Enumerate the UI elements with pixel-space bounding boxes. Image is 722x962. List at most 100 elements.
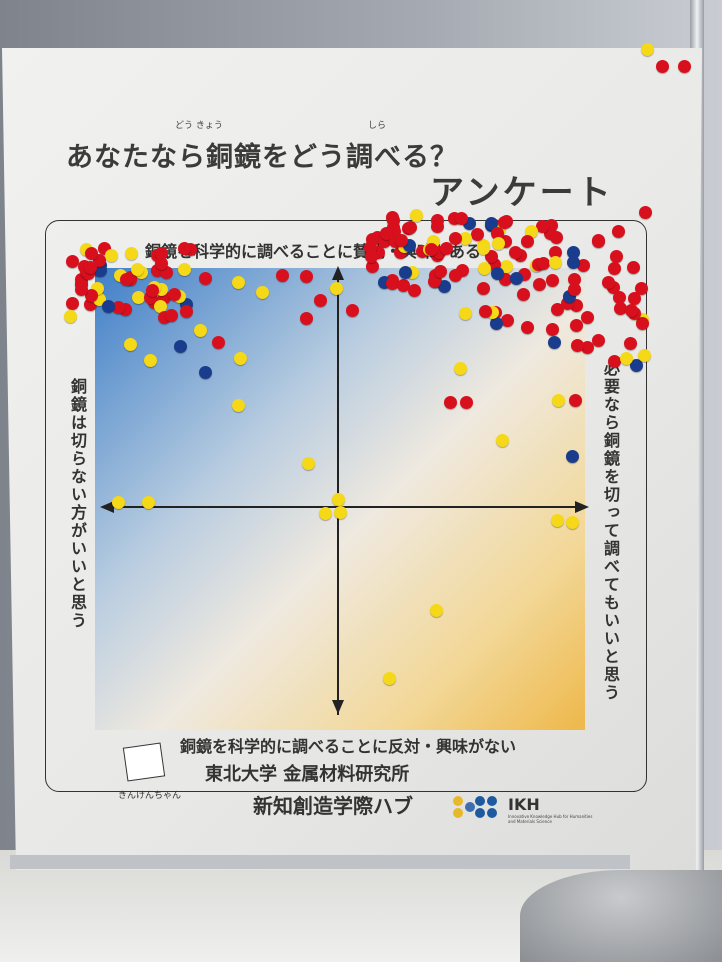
sticker-dot <box>66 254 80 268</box>
mascot-name: きんけんちゃん <box>118 791 182 801</box>
institution-line1: 東北大学 金属材料研究所 <box>205 764 410 785</box>
arrow-down-icon <box>332 700 344 714</box>
sticker-dot <box>397 279 411 293</box>
sticker-dot <box>168 287 182 301</box>
sticker-dot <box>610 249 624 263</box>
sticker-dot <box>567 272 581 286</box>
sticker-dot <box>639 206 652 219</box>
sticker-dot <box>177 263 191 277</box>
sticker-dot <box>194 324 207 337</box>
sticker-dot <box>551 514 564 527</box>
sticker-dot <box>607 354 621 368</box>
sticker-dot <box>177 242 191 256</box>
sticker-dot <box>459 307 473 321</box>
sticker-dot <box>569 394 582 407</box>
poster-subtitle: アンケート <box>430 173 614 213</box>
axis-label-right: 必要なら銅鏡を切って調べてもいいと思う <box>601 360 620 702</box>
poster-bottom-bar <box>10 855 630 869</box>
sticker-dot <box>144 354 157 367</box>
axis-label-bottom: 銅鏡を科学的に調べることに反対・興味がない <box>180 737 517 756</box>
sticker-dot <box>154 246 168 260</box>
sticker-dot <box>431 220 445 234</box>
sticker-dot <box>85 289 99 303</box>
sticker-dot <box>478 304 492 318</box>
arrow-right-icon <box>575 501 589 513</box>
sticker-dot <box>458 232 472 246</box>
sticker-dot <box>398 266 412 280</box>
sticker-dot <box>124 338 137 351</box>
sticker-dot <box>394 234 408 248</box>
sticker-dot <box>84 261 98 275</box>
ikh-logo-icon <box>453 796 497 818</box>
sticker-dot <box>407 284 421 298</box>
sticker-dot <box>131 291 145 305</box>
sticker-dot <box>520 235 534 249</box>
sticker-dot <box>454 362 467 375</box>
sticker-dot <box>346 304 359 317</box>
sticker-dot <box>567 256 581 269</box>
title-ruby: どう きょう <box>175 121 223 131</box>
sticker-dot <box>232 399 245 412</box>
sticker-dot <box>319 507 332 520</box>
sticker-dot <box>448 232 462 246</box>
sticker-dot <box>635 281 649 295</box>
sticker-dot <box>548 246 562 260</box>
sticker-dot <box>566 450 579 463</box>
sticker-dot <box>142 496 155 509</box>
sticker-dot <box>64 310 78 324</box>
sticker-dot <box>332 493 345 506</box>
sticker-dot <box>571 339 585 353</box>
sticker-dot <box>516 287 530 301</box>
sticker-dot <box>613 302 627 316</box>
sticker-dot <box>524 225 538 239</box>
sticker-dot <box>93 263 107 277</box>
sticker-dot <box>627 291 641 305</box>
sticker-dot <box>101 300 115 313</box>
sticker-dot <box>498 216 512 230</box>
sticker-dot <box>111 300 125 314</box>
sticker-dot <box>256 286 269 299</box>
sticker-dot <box>551 303 565 317</box>
sticker-dot <box>501 313 515 327</box>
sticker-dot <box>570 318 584 332</box>
sticker-dot <box>449 268 463 282</box>
arrow-left-icon <box>100 501 114 513</box>
sticker-dot <box>434 265 448 279</box>
sticker-dot <box>626 261 640 275</box>
sticker-dot <box>428 274 442 288</box>
sticker-dot <box>545 273 559 287</box>
sticker-dot <box>678 60 691 73</box>
sticker-dot <box>85 246 99 260</box>
sticker-dot <box>430 604 443 617</box>
axis-label-left: 銅鏡は切らない方がいいと思う <box>68 378 87 630</box>
sticker-dot <box>601 275 615 289</box>
sticker-dot <box>637 348 651 362</box>
sticker-dot <box>630 359 644 373</box>
sticker-dot <box>470 228 484 242</box>
sticker-dot <box>199 272 212 285</box>
sticker-dot <box>500 259 514 273</box>
sticker-dot <box>199 366 212 379</box>
ikh-logo-text: IKH <box>508 795 540 814</box>
sticker-dot <box>608 262 622 276</box>
ikh-logo-subtext: Innovative Knowledge Hub for Humanities … <box>508 814 593 824</box>
sticker-dot <box>611 225 625 239</box>
sticker-dot <box>164 308 178 322</box>
sticker-dot <box>636 317 650 331</box>
sticker-dot <box>548 336 562 350</box>
sticker-dot <box>520 320 534 334</box>
title-ruby: しら <box>368 121 387 131</box>
sticker-dot <box>365 250 379 264</box>
sticker-dot <box>477 281 491 295</box>
sticker-dot <box>212 336 225 349</box>
sticker-dot <box>234 352 247 365</box>
sticker-dot <box>535 220 549 234</box>
sticker-dot <box>385 277 399 291</box>
sticker-dot <box>613 291 627 305</box>
sticker-dot <box>641 43 654 56</box>
sticker-dot <box>174 340 187 353</box>
sticker-dot <box>490 316 504 330</box>
horizontal-axis <box>110 506 580 508</box>
sticker-dot <box>439 241 453 255</box>
sticker-dot <box>592 334 606 347</box>
